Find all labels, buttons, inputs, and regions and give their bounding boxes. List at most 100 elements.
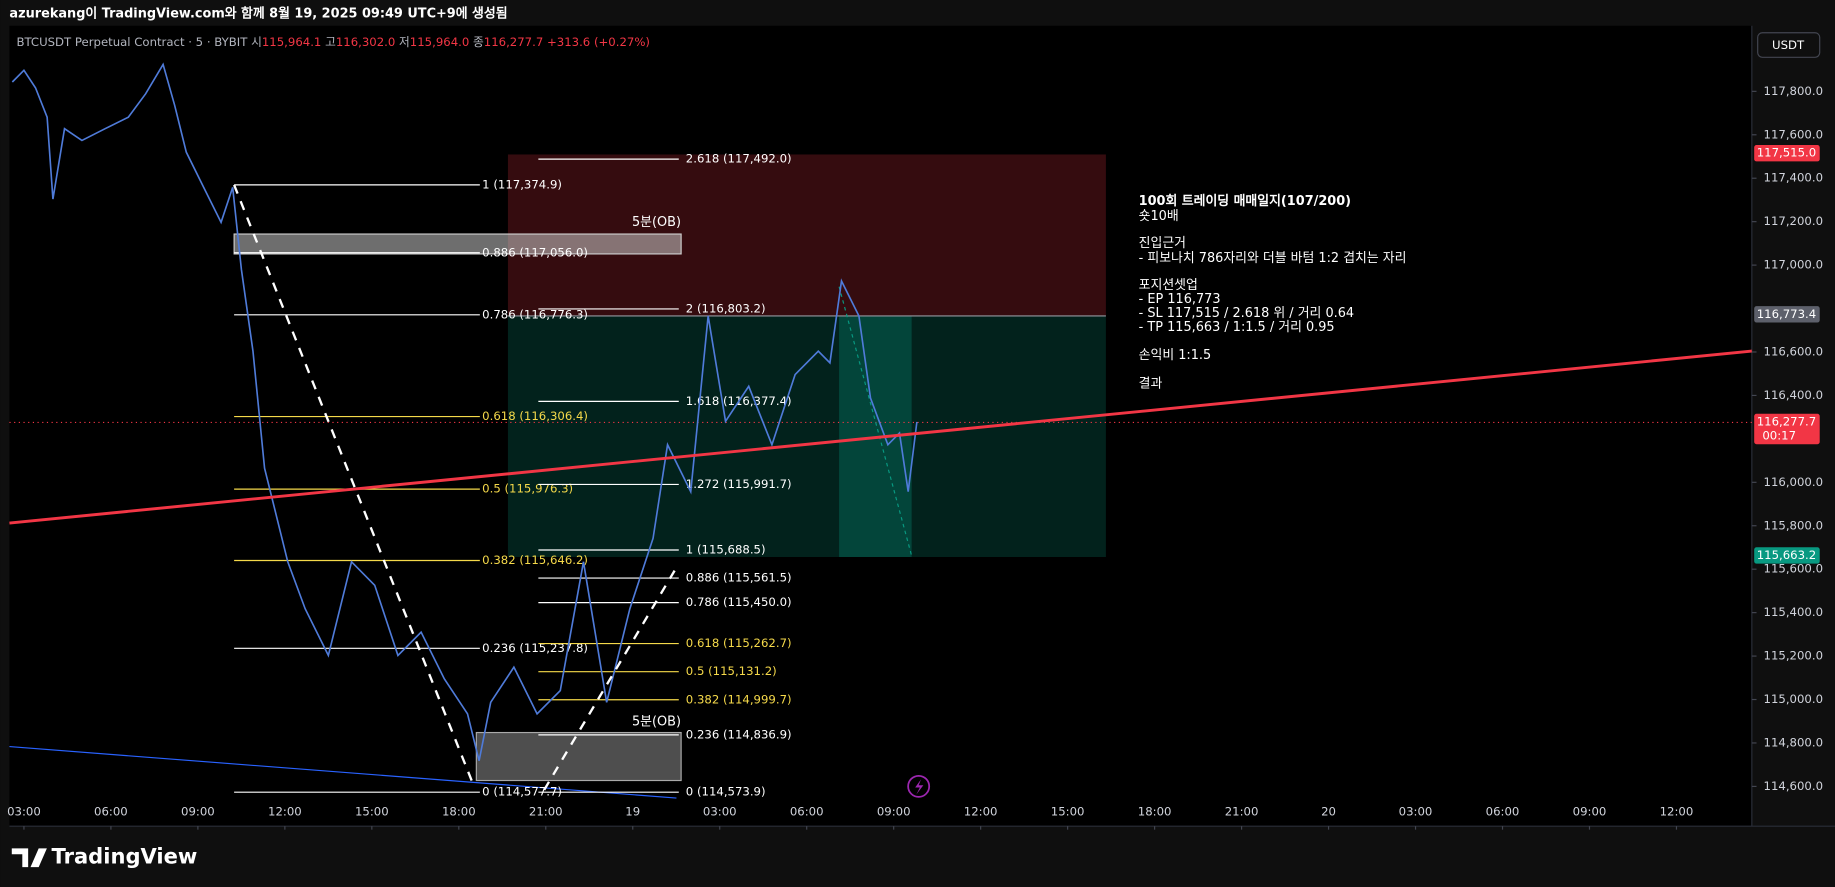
fib-label: 1 (117,374.9)	[482, 177, 562, 191]
y-tick-label: 117,600.0	[1764, 127, 1823, 141]
projection-line	[838, 286, 913, 556]
note-line: - SL 117,515 / 2.618 위 / 거리 0.64	[1139, 306, 1354, 321]
y-tick-label: 115,800.0	[1764, 518, 1823, 532]
x-tick-label: 15:00	[355, 805, 389, 819]
y-tick-label: 117,400.0	[1764, 171, 1823, 185]
y-tick-label: 116,000.0	[1764, 475, 1823, 489]
ohlc-label: 저	[399, 35, 410, 49]
fib-label: 0 (114,577.7)	[482, 785, 562, 799]
countdown: 00:17	[1762, 429, 1796, 443]
y-tick-label: 117,800.0	[1764, 84, 1823, 98]
fib-label: 0.5 (115,131.2)	[686, 664, 777, 678]
ohlc-value: 116,277.7	[484, 35, 543, 49]
fib-label: 0.786 (115,450.0)	[686, 595, 792, 609]
event-icon-bolt	[915, 779, 924, 795]
fib-label: 0.618 (115,262.7)	[686, 636, 792, 650]
ohlc-value: 115,964.0	[410, 35, 469, 49]
x-tick-label: 06:00	[1486, 805, 1520, 819]
x-tick-label: 21:00	[529, 805, 563, 819]
x-tick-label: 12:00	[268, 805, 302, 819]
x-tick-label: 18:00	[442, 805, 476, 819]
fib-label: 0.886 (117,056.0)	[482, 245, 588, 259]
x-tick-label: 12:00	[964, 805, 998, 819]
target-zone	[507, 315, 1106, 558]
order-block-label: 5분(OB)	[632, 715, 681, 730]
fib-label: 0.382 (114,999.7)	[686, 692, 792, 706]
note-line: 숏10배	[1139, 209, 1179, 224]
x-tick-label: 09:00	[877, 805, 911, 819]
y-tick-label: 114,800.0	[1764, 735, 1823, 749]
trend-line	[9, 349, 1752, 525]
x-tick-label: 18:00	[1138, 805, 1172, 819]
y-tick-label: 117,200.0	[1764, 214, 1823, 228]
x-tick-label: 03:00	[7, 805, 41, 819]
fib-label: 1.272 (115,991.7)	[686, 477, 792, 491]
price-tag-label: 115,663.2	[1757, 548, 1816, 562]
price-tag	[1754, 306, 1820, 323]
price-tag	[1754, 413, 1820, 445]
order-block-label: 5분(OB)	[632, 215, 681, 230]
fib-label: 0.5 (115,976.3)	[482, 482, 573, 496]
x-tick-label: 03:00	[1399, 805, 1433, 819]
drawings: 1 (117,374.9) 0.886 (117,056.0) 0.786 (116…	[11, 62, 918, 799]
x-tick-label: 21:00	[1225, 805, 1259, 819]
ohlc-value: 115,964.1	[262, 35, 321, 49]
ohlc-label: 종	[473, 35, 484, 49]
currency-button-label[interactable]: USDT	[1772, 38, 1805, 52]
order-block	[475, 731, 682, 782]
fib-label: 2.618 (117,492.0)	[686, 152, 792, 166]
x-tick-label: 20	[1321, 805, 1336, 819]
x-tick-label: 12:00	[1660, 805, 1694, 819]
y-tick-label: 114,600.0	[1764, 779, 1823, 793]
note-line: 손익비 1:1.5	[1139, 348, 1212, 363]
ohlc-value: 116,302.0	[336, 35, 395, 49]
x-tick-label: 09:00	[181, 805, 215, 819]
price-tag	[1754, 145, 1820, 162]
note-line: 진입근거	[1139, 236, 1186, 251]
fib-label: 1 (115,688.5)	[686, 542, 766, 556]
note-line: 결과	[1139, 376, 1163, 391]
y-tick-label: 116,400.0	[1764, 388, 1823, 402]
fib-label: 0.886 (115,561.5)	[686, 571, 792, 585]
x-tick-label: 03:00	[703, 805, 737, 819]
price-tag-label: 116,277.7	[1757, 414, 1816, 428]
y-tick-label: 117,000.0	[1764, 258, 1823, 272]
fib-label: 0.236 (114,836.9)	[686, 727, 792, 741]
price-tag	[1754, 547, 1820, 564]
y-tick-label: 115,600.0	[1764, 562, 1823, 576]
x-tick-label: 19	[625, 805, 640, 819]
swing-line	[233, 184, 476, 787]
note-line: - 피보나치 786자리와 더블 바텀 1:2 겹치는 자리	[1139, 251, 1407, 266]
fib-label: 0.236 (115,237.8)	[482, 641, 588, 655]
ohlc-label: 고	[325, 35, 336, 49]
swing-line	[543, 566, 678, 791]
brand-name: TradingView	[52, 844, 198, 869]
fib-label: 0 (114,573.9)	[686, 785, 766, 799]
fib-label: 2 (116,803.2)	[686, 301, 766, 315]
event-icon[interactable]	[907, 774, 931, 798]
y-tick-label: 115,400.0	[1764, 605, 1823, 619]
trend-line	[9, 745, 677, 799]
price-line	[11, 62, 918, 761]
symbol-line: BTCUSDT Perpetual Contract · 5 · BYBIT 시…	[16, 35, 650, 49]
y-tick-label: 116,600.0	[1764, 344, 1823, 358]
fib-label: 0.786 (116,776.3)	[482, 307, 588, 321]
currency-button[interactable]	[1757, 32, 1821, 58]
symbol-name: BTCUSDT Perpetual Contract · 5 · BYBIT	[16, 35, 248, 49]
note-line: 포지션셋업	[1139, 278, 1198, 293]
x-tick-label: 06:00	[94, 805, 128, 819]
x-tick-label: 06:00	[790, 805, 824, 819]
fib-label: 0.382 (115,646.2)	[482, 553, 588, 567]
ohlc-label: 시	[251, 35, 262, 49]
ohlc-change: +313.6 (+0.27%)	[547, 35, 650, 49]
note-line: - EP 116,773	[1139, 292, 1221, 307]
brand-logo	[11, 848, 47, 868]
price-tag-label: 117,515.0	[1757, 146, 1816, 160]
fib-label: 0.618 (116,306.4)	[482, 409, 588, 423]
price-tag-label: 116,773.4	[1757, 307, 1816, 321]
x-tick-label: 09:00	[1573, 805, 1607, 819]
caption: azurekang이 TradingView.com와 함께 8월 19, 20…	[9, 6, 507, 22]
x-tick-label: 15:00	[1051, 805, 1085, 819]
